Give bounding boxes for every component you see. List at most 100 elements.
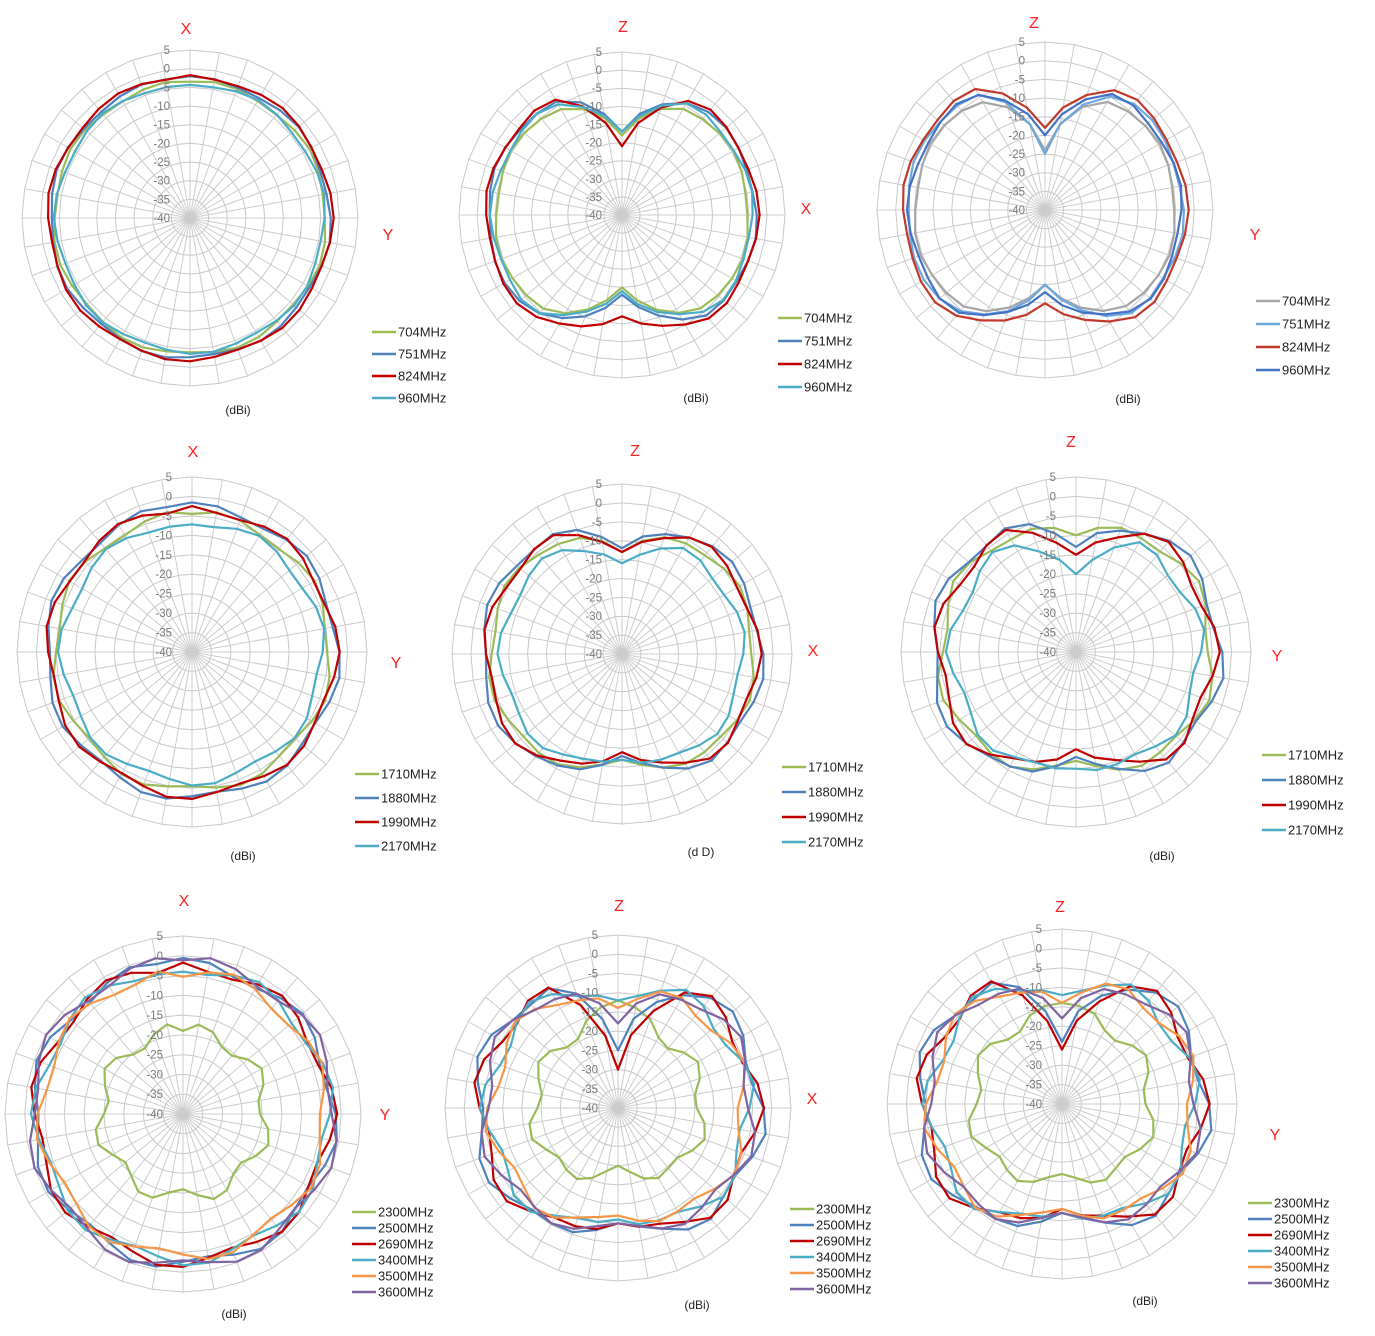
grid-spoke <box>617 1107 781 1168</box>
legend-entry: 3400MHz <box>816 1250 872 1265</box>
grid-spoke <box>927 991 1063 1105</box>
grid-spoke <box>1061 1103 1197 1217</box>
grid-spoke <box>897 1043 1063 1105</box>
r-tick-label: -20 <box>1025 1021 1042 1033</box>
grid-spoke <box>1061 1073 1235 1105</box>
unit-label: (dBi) <box>1132 1294 1157 1308</box>
r-tick-label: -5 <box>1015 74 1025 86</box>
grid-spoke <box>462 595 623 655</box>
grid-spoke <box>903 621 1077 653</box>
legend-entry: 1880MHz <box>808 785 864 800</box>
grid-spoke <box>621 595 782 655</box>
grid-spoke <box>191 651 280 804</box>
r-tick-label: -5 <box>592 517 602 529</box>
grid-spoke <box>1045 651 1077 825</box>
r-tick-label: -30 <box>585 174 602 186</box>
legend: 704MHz 751MHz 824MHz 960MHz <box>778 311 852 395</box>
r-tick-label: -40 <box>581 1103 598 1115</box>
r-tick-label: -20 <box>585 138 602 150</box>
series-line-2170MHz <box>496 546 746 764</box>
grid-spoke <box>1061 1103 1235 1135</box>
r-tick-label: 0 <box>1036 943 1042 955</box>
axis-letter-top: Z <box>630 443 640 460</box>
grid-spoke <box>182 1113 320 1229</box>
r-tick-label: -15 <box>155 550 172 562</box>
axis-letter-side: Y <box>1270 1127 1281 1144</box>
series-line-3400MHz <box>478 988 756 1226</box>
grid-spoke <box>1061 1043 1227 1105</box>
legend-entry: 1880MHz <box>1288 773 1344 788</box>
grid-spoke <box>911 591 1077 653</box>
grid-spoke <box>1015 487 1077 653</box>
r-tick-label: -15 <box>153 120 170 132</box>
series-line-1880MHz <box>933 522 1225 773</box>
grid-spoke <box>936 209 1046 340</box>
r-tick-label: -15 <box>1008 112 1025 124</box>
grid-spoke <box>1044 64 1130 211</box>
grid-spoke <box>621 653 782 713</box>
grid-spoke <box>191 591 357 653</box>
grid-spoke <box>621 486 652 655</box>
legend-entry: 2300MHz <box>816 1202 872 1217</box>
r-tick-label: -20 <box>155 569 172 581</box>
grid-spoke <box>558 1107 619 1271</box>
grid-spoke <box>1044 209 1130 356</box>
r-tick-label: -30 <box>1039 608 1056 620</box>
grid-spoke <box>31 160 191 219</box>
grid-spoke <box>447 1107 619 1139</box>
unit-label: (dBi) <box>1149 849 1174 863</box>
grid-spoke <box>897 1103 1063 1165</box>
r-tick-label: -35 <box>1025 1080 1042 1092</box>
polar-chart-2: 5 0 -5 -10 -15 -20 -25 -30 -35 -40 Z X (dBi) 704MHz 75… <box>458 19 852 405</box>
grid-spoke <box>593 54 623 216</box>
grid-spoke <box>474 653 623 740</box>
series-line-960MHz <box>52 83 326 355</box>
grid-spoke <box>1001 1103 1063 1269</box>
series-line-704MHz <box>53 80 327 354</box>
legend-entry: 960MHz <box>1282 363 1330 378</box>
legend-entry: 1710MHz <box>381 767 437 782</box>
r-tick-label: -40 <box>1008 205 1025 217</box>
axis-letter-side: Y <box>391 655 402 672</box>
legend-entry: 3400MHz <box>378 1253 434 1268</box>
series-line-3500MHz <box>35 970 325 1261</box>
legend-entry: 824MHz <box>1282 340 1330 355</box>
r-tick-label: 0 <box>596 498 602 510</box>
grid-spoke <box>621 54 651 216</box>
r-tick-label: 0 <box>1050 491 1056 503</box>
legend-entry: 2500MHz <box>816 1218 872 1233</box>
r-tick-label: -10 <box>1008 93 1025 105</box>
grid-spoke <box>491 544 623 655</box>
series-line-1990MHz <box>45 505 341 801</box>
legend-entry: 704MHz <box>1282 294 1330 309</box>
grid-spoke <box>936 80 1046 211</box>
grid-spoke <box>988 500 1077 653</box>
series-line-824MHz <box>485 98 761 328</box>
grid-spoke <box>974 952 1063 1105</box>
grid-spoke <box>915 209 1046 319</box>
grid-spoke <box>540 73 623 216</box>
legend-entry: 2690MHz <box>378 1237 434 1252</box>
grid-spoke <box>81 88 191 219</box>
grid-spoke <box>182 1113 351 1176</box>
unit-label: (d D) <box>688 845 715 859</box>
axis-letter-top: X <box>188 444 199 461</box>
grid-spoke <box>621 653 652 822</box>
grid-spoke <box>540 214 623 357</box>
legend-entry: 3500MHz <box>378 1269 434 1284</box>
r-tick-label: -25 <box>155 589 172 601</box>
legend-entry: 1710MHz <box>1288 748 1344 763</box>
grid-spoke <box>1075 651 1228 740</box>
grid-spoke <box>531 957 619 1109</box>
grid-spoke <box>191 479 223 653</box>
grid-spoke <box>617 1107 705 1259</box>
grid-spoke <box>617 1107 649 1279</box>
legend-entry: 751MHz <box>1282 317 1330 332</box>
grid-spoke <box>621 89 728 216</box>
grid-spoke <box>621 494 681 655</box>
legend-entry: 2500MHz <box>378 1221 434 1236</box>
legend-entry: 2170MHz <box>381 839 437 854</box>
grid-spoke <box>1044 80 1154 211</box>
r-tick-label: 0 <box>596 65 602 77</box>
grid-spoke <box>28 1113 184 1204</box>
